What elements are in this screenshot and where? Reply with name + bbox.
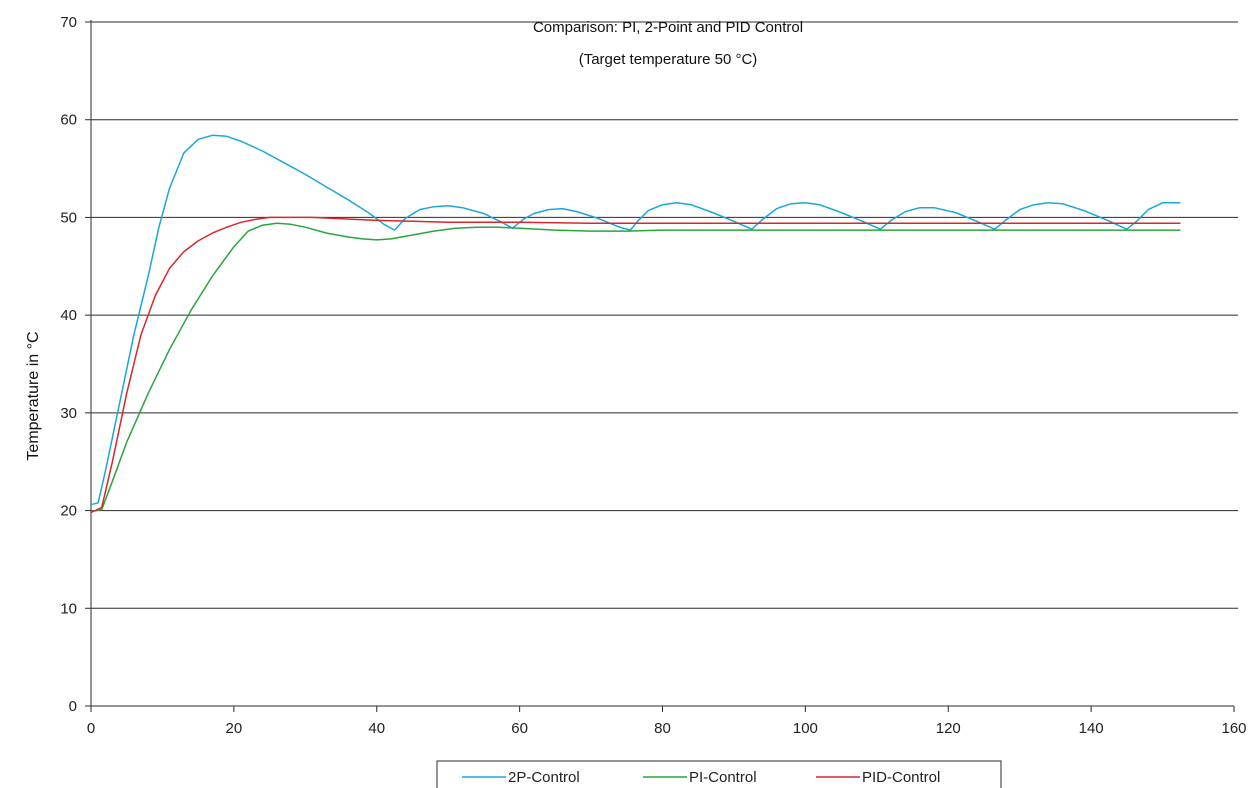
axes bbox=[85, 20, 1235, 712]
x-tick-label-120: 120 bbox=[936, 720, 961, 737]
chart-title: Comparison: PI, 2-Point and PID Control bbox=[533, 19, 803, 36]
series-line-2p-control bbox=[90, 134, 1181, 506]
series-lines bbox=[90, 134, 1181, 514]
x-tick-label-0: 0 bbox=[87, 720, 95, 737]
x-tick-label-160: 160 bbox=[1221, 720, 1246, 737]
y-tick-label-40: 40 bbox=[60, 307, 77, 324]
y-tick-label-30: 30 bbox=[60, 405, 77, 422]
x-tick-label-40: 40 bbox=[368, 720, 385, 737]
y-tick-label-50: 50 bbox=[60, 209, 77, 226]
x-tick-label-60: 60 bbox=[511, 720, 528, 737]
x-tick-label-140: 140 bbox=[1079, 720, 1104, 737]
x-tick-labels: 0 20 40 60 80 100 120 140 160 bbox=[87, 720, 1247, 737]
grid-lines bbox=[91, 21, 1238, 609]
legend-label-pi-control: PI-Control bbox=[689, 769, 757, 786]
x-tick-label-100: 100 bbox=[793, 720, 818, 737]
y-tick-label-20: 20 bbox=[60, 503, 77, 520]
chart-subtitle: (Target temperature 50 °C) bbox=[579, 51, 758, 68]
legend-label-pid-control: PID-Control bbox=[862, 769, 940, 786]
y-tick-label-0: 0 bbox=[69, 698, 77, 715]
x-tick-label-20: 20 bbox=[226, 720, 243, 737]
series-line-pid-control bbox=[90, 216, 1181, 514]
y-tick-labels: 0 10 20 30 40 50 60 70 bbox=[60, 14, 77, 715]
y-tick-label-10: 10 bbox=[60, 600, 77, 617]
legend: 2P-Control PI-Control PID-Control bbox=[436, 760, 1002, 788]
series-line-pi-control bbox=[90, 222, 1181, 513]
y-tick-label-60: 60 bbox=[60, 112, 77, 129]
y-axis-label: Temperature in °C bbox=[25, 331, 42, 460]
x-tick-label-80: 80 bbox=[654, 720, 671, 737]
legend-label-2p-control: 2P-Control bbox=[508, 769, 580, 786]
y-tick-label-70: 70 bbox=[60, 14, 77, 31]
legend-box bbox=[436, 760, 1002, 788]
